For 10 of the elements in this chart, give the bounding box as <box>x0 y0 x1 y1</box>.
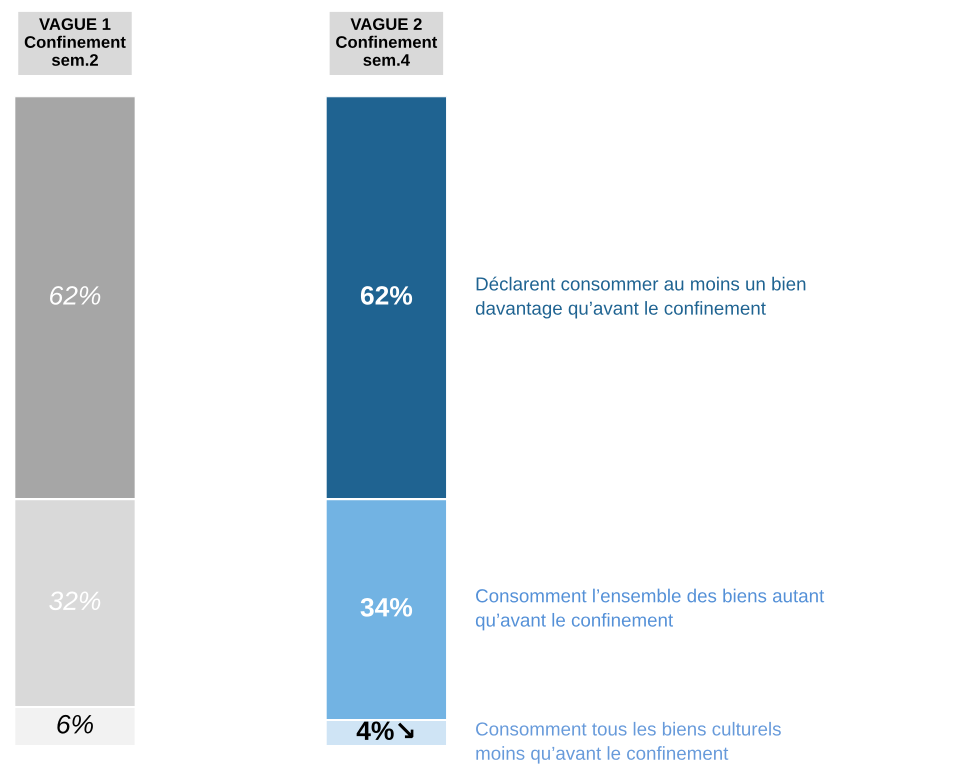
x-tick-label: VAGUE 1 Confinement sem.2 <box>24 18 126 66</box>
data-label: 62% <box>360 286 412 305</box>
series-label: Consomment tous les biens culturels moins qu’avant le confinement <box>476 722 781 764</box>
x-tick-label: VAGUE 2 Confinement sem.4 <box>336 18 438 66</box>
series-label: Déclarent consommer au moins un bien davantage qu’avant le confinement <box>476 276 806 319</box>
series-label: Consomment l’ensemble des biens autant qu’avant le confinement <box>476 588 824 630</box>
data-label: 6% <box>57 714 93 734</box>
data-label: 34% <box>360 598 412 617</box>
data-label: 4%↘ <box>356 721 414 740</box>
data-label: 62% <box>50 286 100 305</box>
